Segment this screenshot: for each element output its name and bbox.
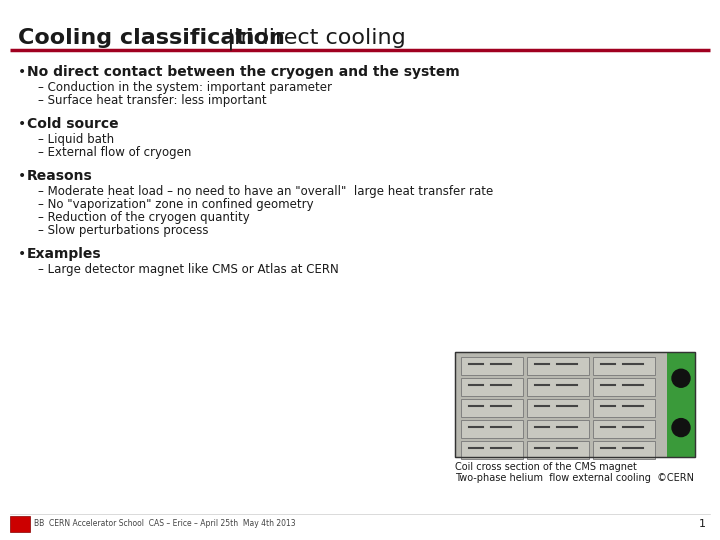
Circle shape — [672, 418, 690, 437]
Text: – Conduction in the system: important parameter: – Conduction in the system: important pa… — [38, 81, 332, 94]
Text: •: • — [18, 169, 26, 183]
Text: No direct contact between the cryogen and the system: No direct contact between the cryogen an… — [27, 65, 460, 79]
FancyBboxPatch shape — [593, 357, 655, 375]
FancyBboxPatch shape — [461, 420, 523, 438]
FancyBboxPatch shape — [527, 441, 589, 459]
Text: •: • — [18, 65, 26, 79]
FancyBboxPatch shape — [667, 352, 695, 457]
FancyBboxPatch shape — [527, 420, 589, 438]
FancyBboxPatch shape — [461, 399, 523, 417]
Text: Cold source: Cold source — [27, 117, 119, 131]
FancyBboxPatch shape — [593, 420, 655, 438]
Text: 1: 1 — [699, 519, 706, 529]
FancyBboxPatch shape — [461, 357, 523, 375]
FancyBboxPatch shape — [593, 441, 655, 459]
Text: – Moderate heat load – no need to have an "overall"  large heat transfer rate: – Moderate heat load – no need to have a… — [38, 185, 493, 198]
Text: – Large detector magnet like CMS or Atlas at CERN: – Large detector magnet like CMS or Atla… — [38, 263, 338, 276]
Text: Coil cross section of the CMS magnet: Coil cross section of the CMS magnet — [455, 462, 637, 472]
FancyBboxPatch shape — [455, 352, 695, 457]
FancyBboxPatch shape — [10, 516, 30, 532]
FancyBboxPatch shape — [527, 357, 589, 375]
Text: Indirect cooling: Indirect cooling — [235, 28, 406, 48]
Text: •: • — [18, 117, 26, 131]
Text: – External flow of cryogen: – External flow of cryogen — [38, 146, 192, 159]
FancyBboxPatch shape — [527, 399, 589, 417]
Text: BB  CERN Accelerator School  CAS – Erice – April 25th  May 4th 2013: BB CERN Accelerator School CAS – Erice –… — [34, 519, 296, 529]
Text: – Surface heat transfer: less important: – Surface heat transfer: less important — [38, 94, 266, 107]
Text: – No "vaporization" zone in confined geometry: – No "vaporization" zone in confined geo… — [38, 198, 314, 211]
FancyBboxPatch shape — [593, 378, 655, 396]
FancyBboxPatch shape — [461, 441, 523, 459]
Text: – Slow perturbations process: – Slow perturbations process — [38, 224, 209, 237]
Circle shape — [672, 369, 690, 387]
Text: Cooling classification: Cooling classification — [18, 28, 285, 48]
FancyBboxPatch shape — [461, 378, 523, 396]
FancyBboxPatch shape — [593, 399, 655, 417]
Text: |: | — [220, 28, 242, 50]
Text: Two-phase helium  flow external cooling  ©CERN: Two-phase helium flow external cooling ©… — [455, 473, 694, 483]
Text: Examples: Examples — [27, 247, 102, 261]
Text: •: • — [18, 247, 26, 261]
Text: – Reduction of the cryogen quantity: – Reduction of the cryogen quantity — [38, 211, 250, 224]
Text: – Liquid bath: – Liquid bath — [38, 133, 114, 146]
Text: Reasons: Reasons — [27, 169, 93, 183]
FancyBboxPatch shape — [527, 378, 589, 396]
